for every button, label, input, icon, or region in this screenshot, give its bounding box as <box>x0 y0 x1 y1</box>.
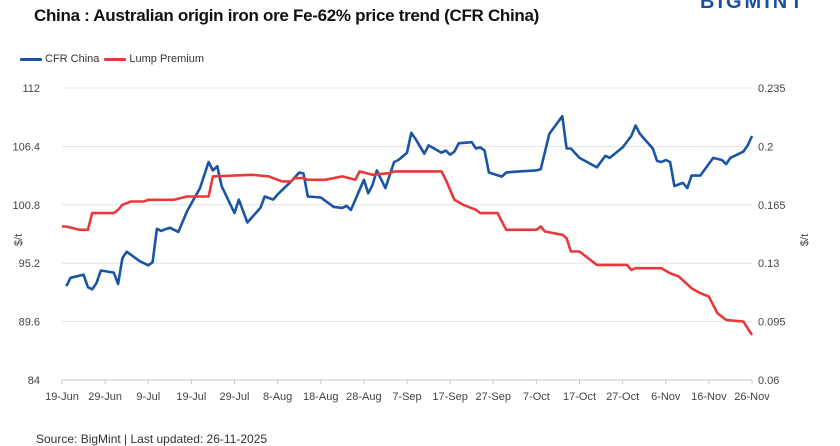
x-tick-label: 6-Nov <box>651 391 681 403</box>
legend-swatch-lump-premium <box>104 57 127 61</box>
y-right-tick-label: 0.095 <box>758 317 786 329</box>
x-tick-label: 7-Sep <box>392 391 421 403</box>
y-left-tick-label: 95.2 <box>19 258 40 270</box>
x-tick-label: 26-Nov <box>734 391 770 403</box>
source-note: Source: BigMint | Last updated: 26-11-20… <box>36 432 268 446</box>
x-tick-label: 8-Aug <box>263 391 292 403</box>
x-tick-label: 29-Jun <box>88 391 122 403</box>
y-left-tick-label: 100.8 <box>12 200 40 212</box>
legend-swatch-cfr-china <box>20 57 42 61</box>
y-right-tick-label: 0.235 <box>758 83 786 95</box>
x-tick-label: 16-Nov <box>691 391 727 403</box>
chart-title: China : Australian origin iron ore Fe-62… <box>34 6 540 25</box>
x-tick-label: 17-Oct <box>563 391 596 403</box>
legend-label-cfr-china: CFR China <box>45 53 100 65</box>
y-left-tick-label: 106.4 <box>12 141 40 153</box>
y-right-tick-label: 0.13 <box>758 258 779 270</box>
x-tick-label: 29-Jul <box>220 391 250 403</box>
x-tick-label: 18-Aug <box>303 391 338 403</box>
x-tick-label: 19-Jun <box>45 391 79 403</box>
y-left-tick-label: 84 <box>28 375 40 387</box>
y-right-tick-label: 0.165 <box>758 200 786 212</box>
y-axis-left-label: $/t <box>13 234 25 246</box>
legend: CFR China Lump Premium <box>20 53 204 65</box>
y-right-tick-label: 0.2 <box>758 141 773 153</box>
y-right-tick-label: 0.06 <box>758 375 779 387</box>
x-tick-label: 7-Oct <box>523 391 550 403</box>
y-left-tick-label: 112 <box>22 83 40 95</box>
x-tick-label: 9-Jul <box>136 391 160 403</box>
x-tick-label: 17-Sep <box>432 391 467 403</box>
x-tick-label: 27-Sep <box>476 391 511 403</box>
series-line-lump-premium <box>62 170 754 336</box>
series-line-cfr-china <box>65 114 754 291</box>
y-axis-right-label: $/t <box>799 234 811 246</box>
x-tick-label: 19-Jul <box>176 391 206 403</box>
x-tick-label: 28-Aug <box>346 391 381 403</box>
x-tick-label: 27-Oct <box>606 391 639 403</box>
y-left-tick-label: 89.6 <box>19 317 40 329</box>
bigmint-logo: BIGMINT <box>700 0 806 13</box>
legend-label-lump-premium: Lump Premium <box>129 53 204 65</box>
